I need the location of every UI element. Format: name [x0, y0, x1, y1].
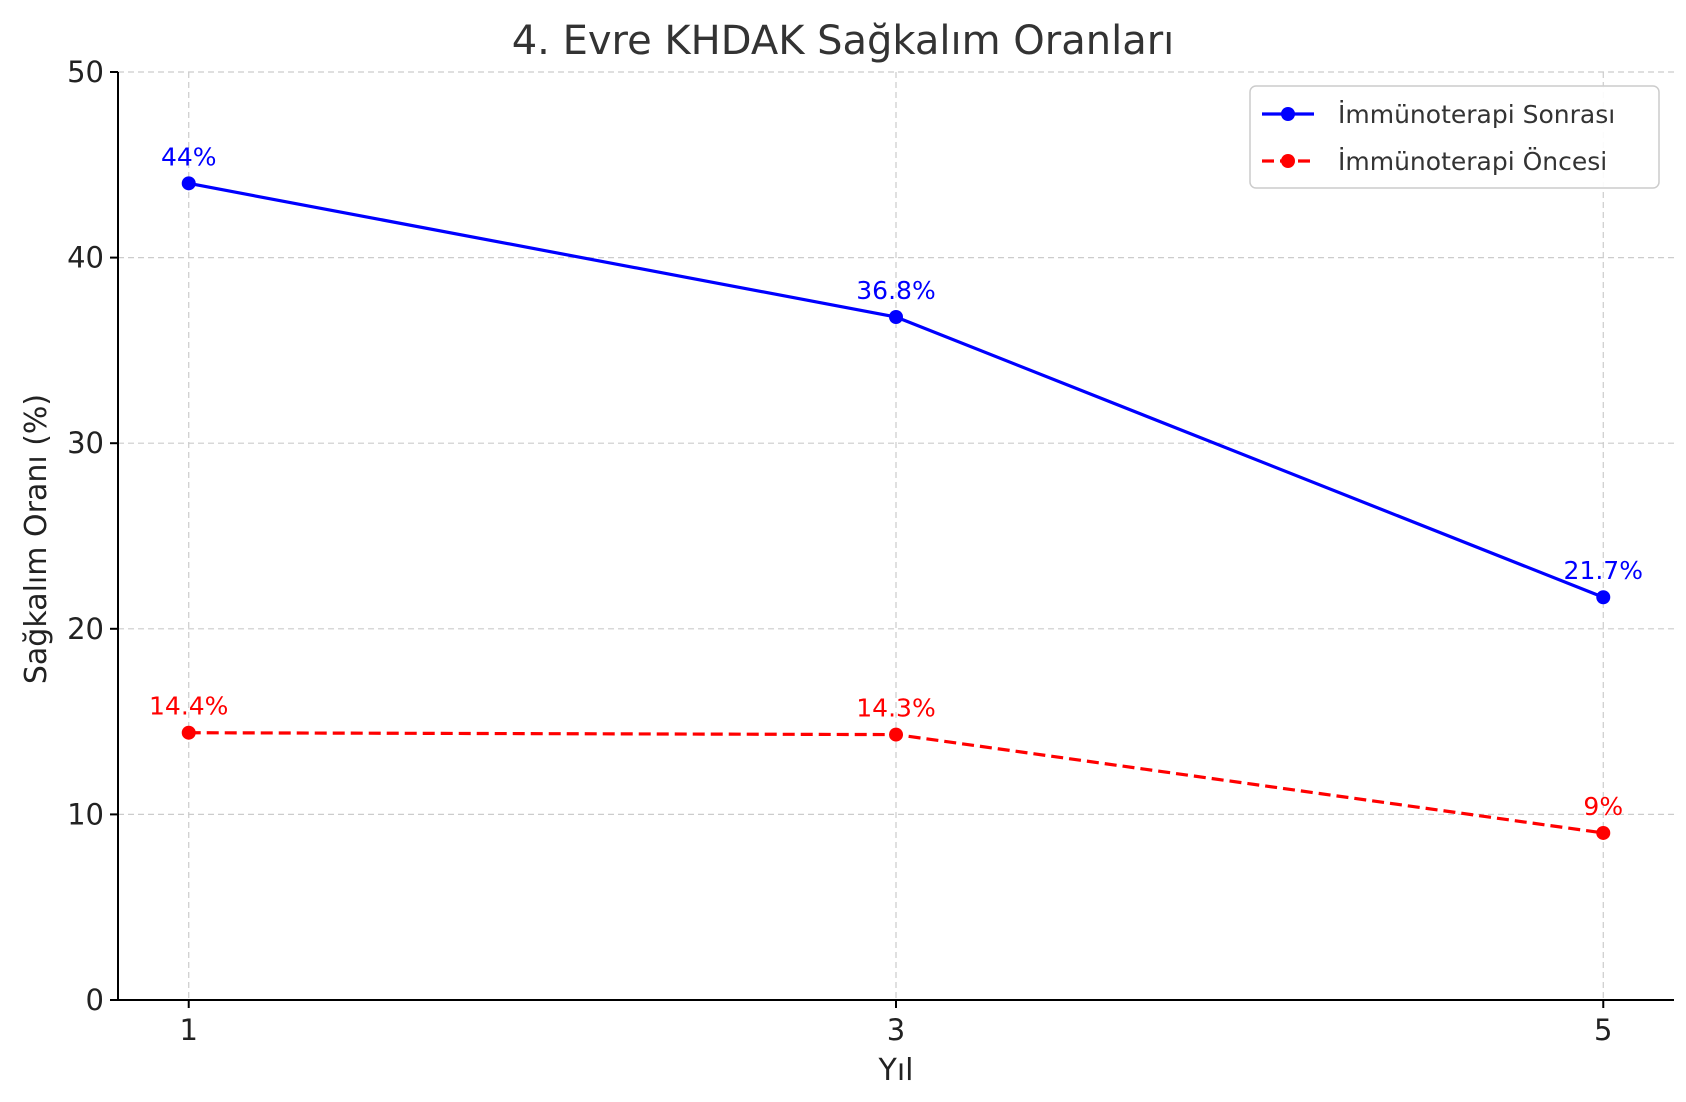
- data-point: [181, 176, 196, 191]
- y-tick-label: 0: [86, 983, 104, 1017]
- legend-marker: [1281, 107, 1295, 121]
- y-tick-label: 10: [67, 797, 104, 831]
- x-tick-label: 3: [887, 1013, 905, 1047]
- data-point: [1596, 825, 1611, 840]
- data-label: 44%: [161, 142, 217, 171]
- y-tick-label: 20: [67, 612, 104, 646]
- data-label: 9%: [1583, 792, 1623, 821]
- data-point: [181, 725, 196, 740]
- data-point: [889, 309, 903, 324]
- data-point: [1596, 590, 1611, 605]
- y-tick-label: 50: [67, 55, 104, 89]
- series: [181, 176, 1611, 840]
- data-label: 36.8%: [856, 276, 935, 305]
- legend-marker: [1281, 154, 1295, 168]
- x-tick-label: 5: [1594, 1013, 1612, 1047]
- legend-label: İmmünoterapi Öncesi: [1338, 147, 1607, 176]
- data-labels: 44% 36.8% 21.7% 14.4% 14.3% 9%: [149, 142, 1643, 821]
- chart-title: 4. Evre KHDAK Sağkalım Oranları: [512, 18, 1175, 64]
- legend-label: İmmünoterapi Sonrası: [1338, 100, 1615, 129]
- data-label: 21.7%: [1564, 556, 1643, 585]
- y-tick-label: 30: [67, 426, 104, 460]
- data-label: 14.3%: [856, 694, 935, 723]
- x-axis-label: Yıl: [878, 1053, 914, 1088]
- y-axis-label: Sağkalım Oranı (%): [19, 394, 54, 684]
- data-label: 14.4%: [149, 692, 228, 721]
- legend: İmmünoterapi Sonrası İmmünoterapi Öncesi: [1249, 85, 1660, 189]
- legend-frame: [1249, 85, 1660, 189]
- grid: [118, 71, 1674, 1001]
- x-tick-label: 1: [180, 1013, 198, 1047]
- tick-labels: 0 10 20 30 40 50 1 3 5: [67, 55, 1612, 1047]
- y-tick-label: 40: [67, 241, 104, 275]
- data-point: [889, 727, 903, 742]
